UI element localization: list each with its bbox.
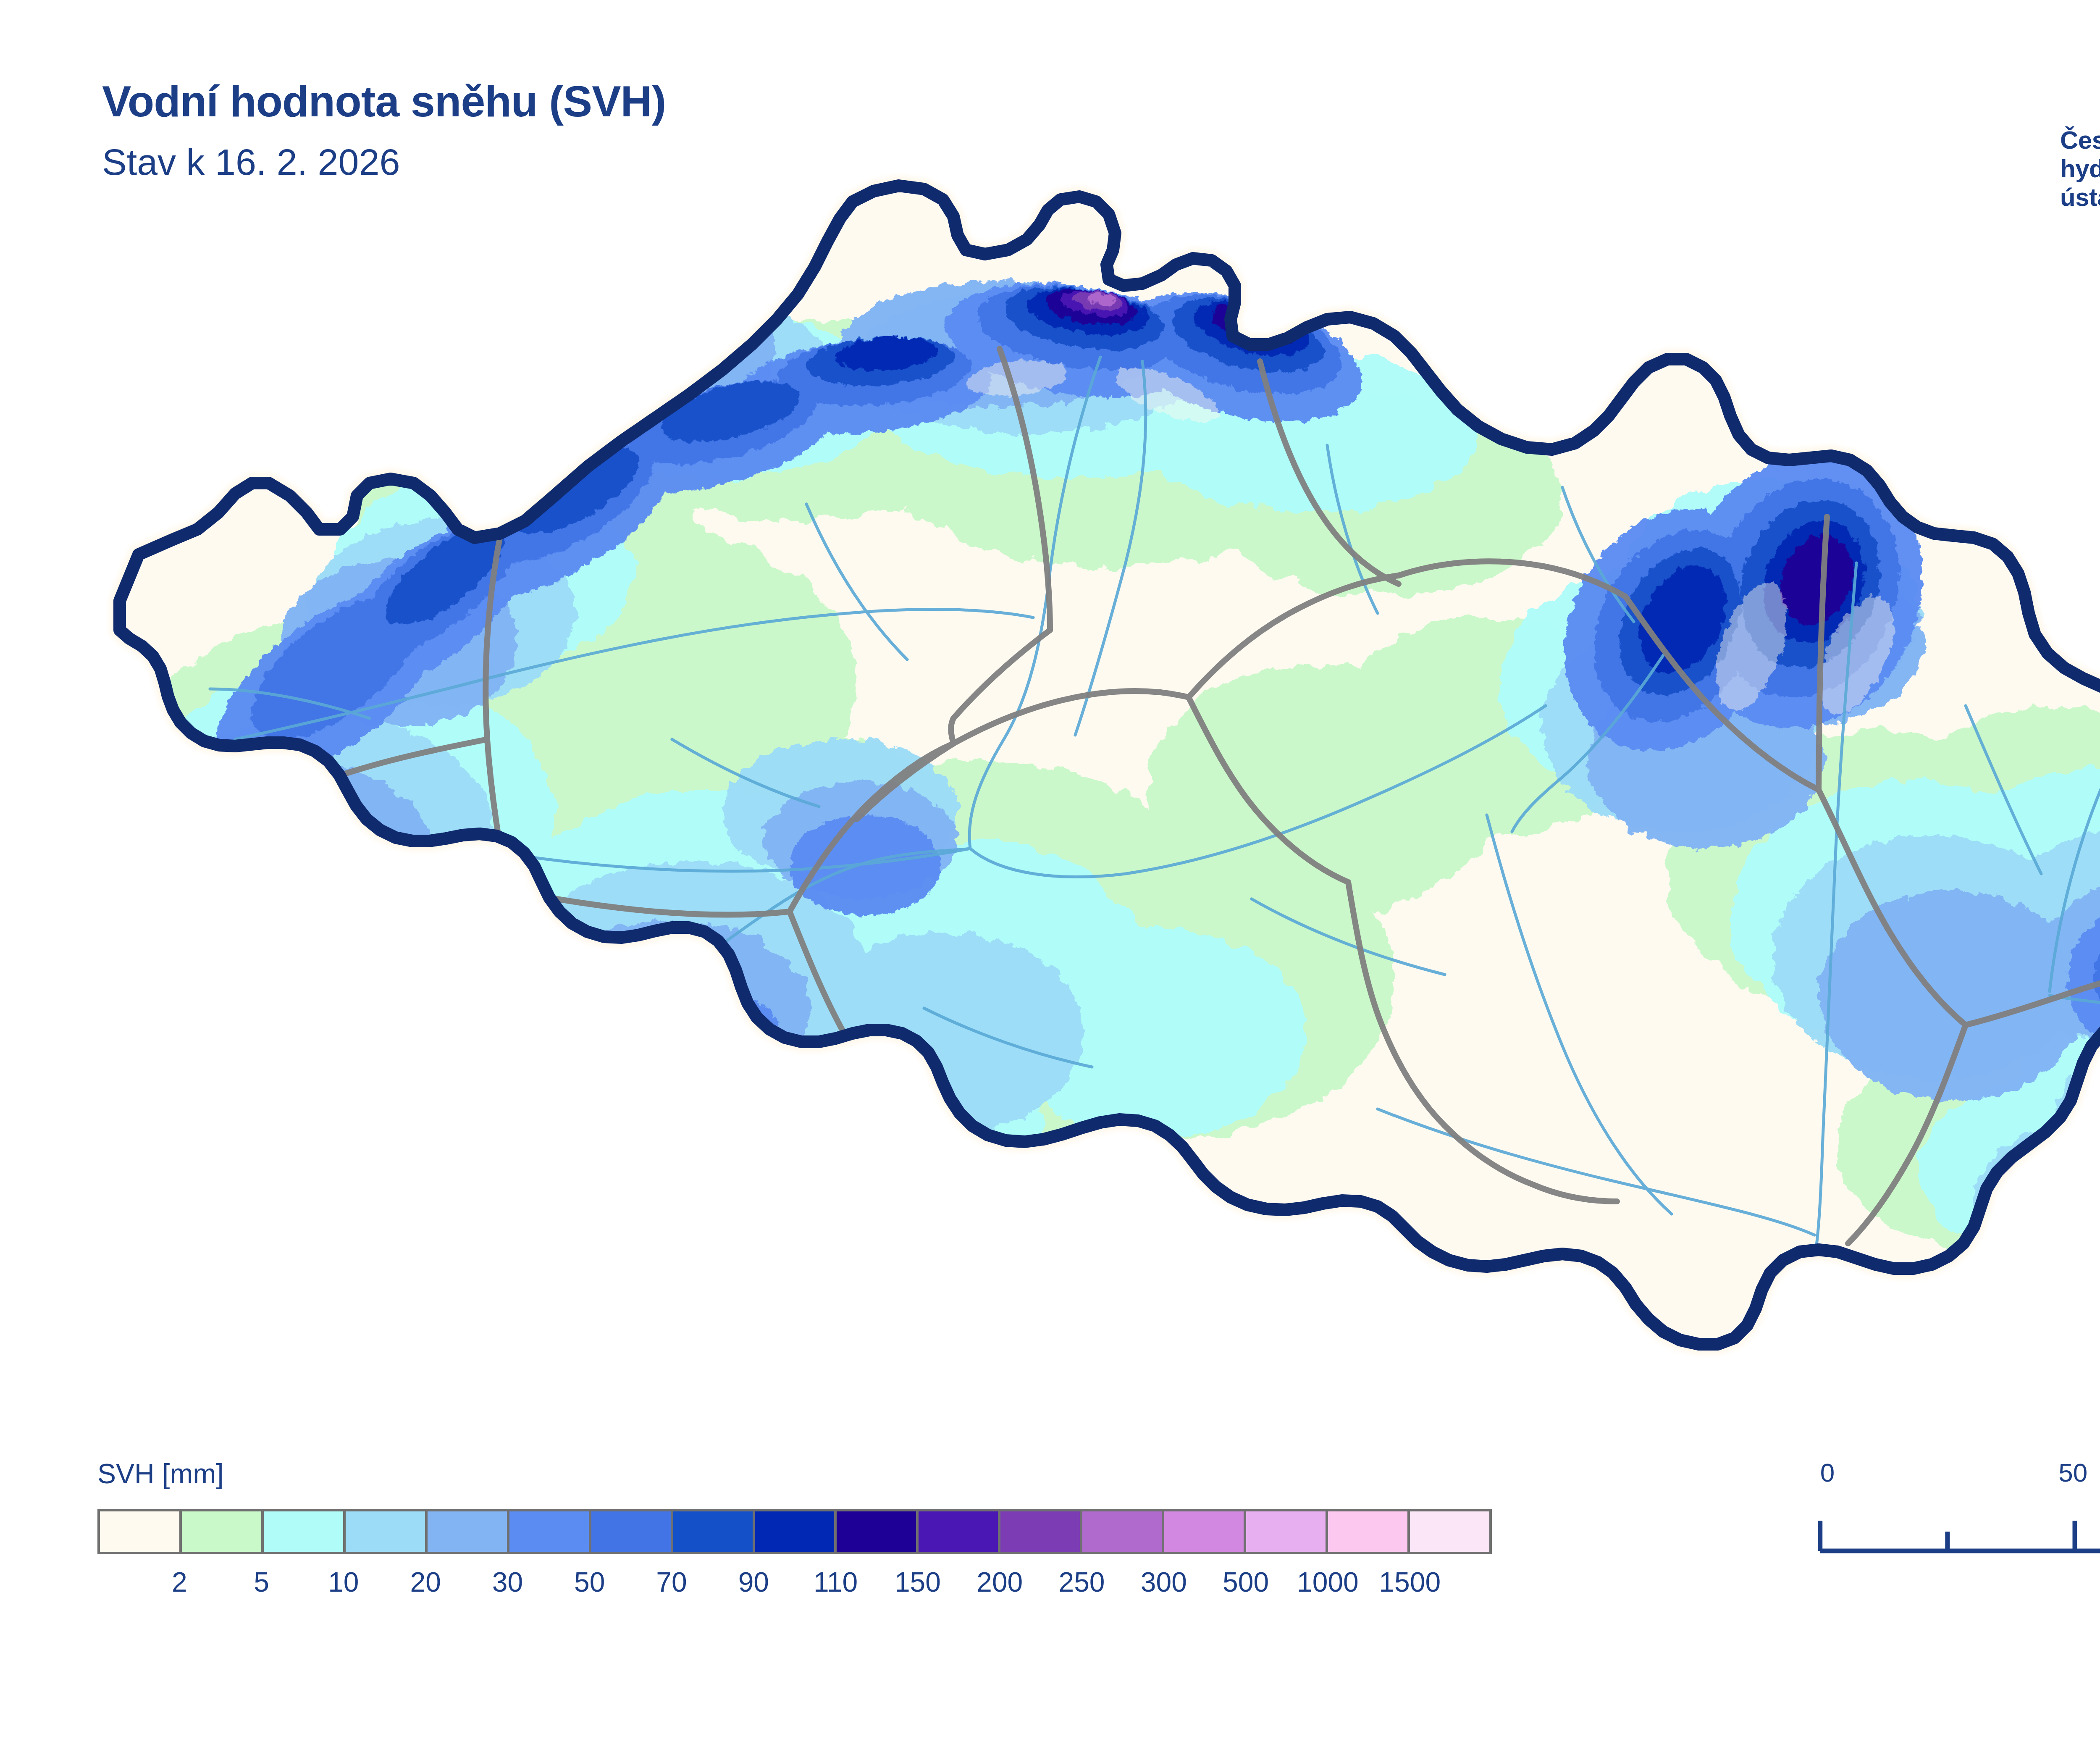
legend-swatch-4 (428, 1511, 507, 1552)
legend-swatch-14 (1246, 1511, 1326, 1552)
legend-swatch-5 (509, 1511, 589, 1552)
page-title: Vodní hodnota sněhu (SVH) (102, 76, 666, 126)
scale-label-1: 50 (2058, 1458, 2087, 1487)
legend-tick-1500: 1500 (1379, 1566, 1441, 1598)
legend-tick-20: 20 (410, 1566, 441, 1598)
legend-tick-labels: 2 5 10 20 30 50 70 90 110 150 200 250 300 500 1000 1500 (97, 1566, 1492, 1608)
legend-tick-50: 50 (574, 1566, 605, 1598)
czechia-snow-water-equivalent-map (0, 160, 2100, 1428)
legend-tick-70: 70 (656, 1566, 687, 1598)
legend-swatch-7 (673, 1511, 753, 1552)
legend-swatch-10 (919, 1511, 998, 1552)
legend-swatch-12 (1082, 1511, 1162, 1552)
legend-tick-110: 110 (814, 1566, 858, 1598)
map-page: Vodní hodnota sněhu (SVH) Stav k 16. 2. … (0, 0, 2100, 1737)
legend-tick-200: 200 (976, 1566, 1023, 1598)
legend-swatch-2 (264, 1511, 343, 1552)
legend-tick-300: 300 (1141, 1566, 1187, 1598)
legend-tick-500: 500 (1223, 1566, 1269, 1598)
legend-tick-150: 150 (895, 1566, 941, 1598)
legend-swatch-15 (1328, 1511, 1407, 1552)
legend-tick-5: 5 (254, 1566, 269, 1598)
logo-line-1: Český (2060, 126, 2100, 155)
legend-swatch-8 (755, 1511, 835, 1552)
legend-swatch-0 (100, 1511, 179, 1552)
scale-bar-graphic (1804, 1503, 2100, 1553)
legend-colorbar (97, 1509, 1492, 1554)
legend-swatch-6 (591, 1511, 671, 1552)
map-canvas (0, 160, 2100, 1428)
scale-label-0: 0 (1820, 1458, 1835, 1487)
legend-swatch-13 (1164, 1511, 1244, 1552)
legend: SVH [mm] 2 5 10 20 30 50 70 90 110 150 200 250 300 50… (97, 1458, 1525, 1655)
legend-title: SVH [mm] (97, 1458, 224, 1490)
legend-swatch-3 (346, 1511, 425, 1552)
legend-tick-1000: 1000 (1297, 1566, 1359, 1598)
scale-bar-labels: 050100 km (1804, 1458, 2100, 1495)
legend-swatch-11 (1000, 1511, 1080, 1552)
legend-tick-10: 10 (328, 1566, 359, 1598)
legend-tick-90: 90 (738, 1566, 769, 1598)
map-raster-layer (0, 160, 2100, 1428)
legend-tick-2: 2 (172, 1566, 187, 1598)
legend-tick-250: 250 (1058, 1566, 1105, 1598)
legend-swatch-16 (1410, 1511, 1489, 1552)
legend-swatch-1 (182, 1511, 261, 1552)
scale-bar: 050100 km (1804, 1458, 2100, 1563)
legend-tick-30: 30 (492, 1566, 523, 1598)
legend-swatch-9 (837, 1511, 916, 1552)
